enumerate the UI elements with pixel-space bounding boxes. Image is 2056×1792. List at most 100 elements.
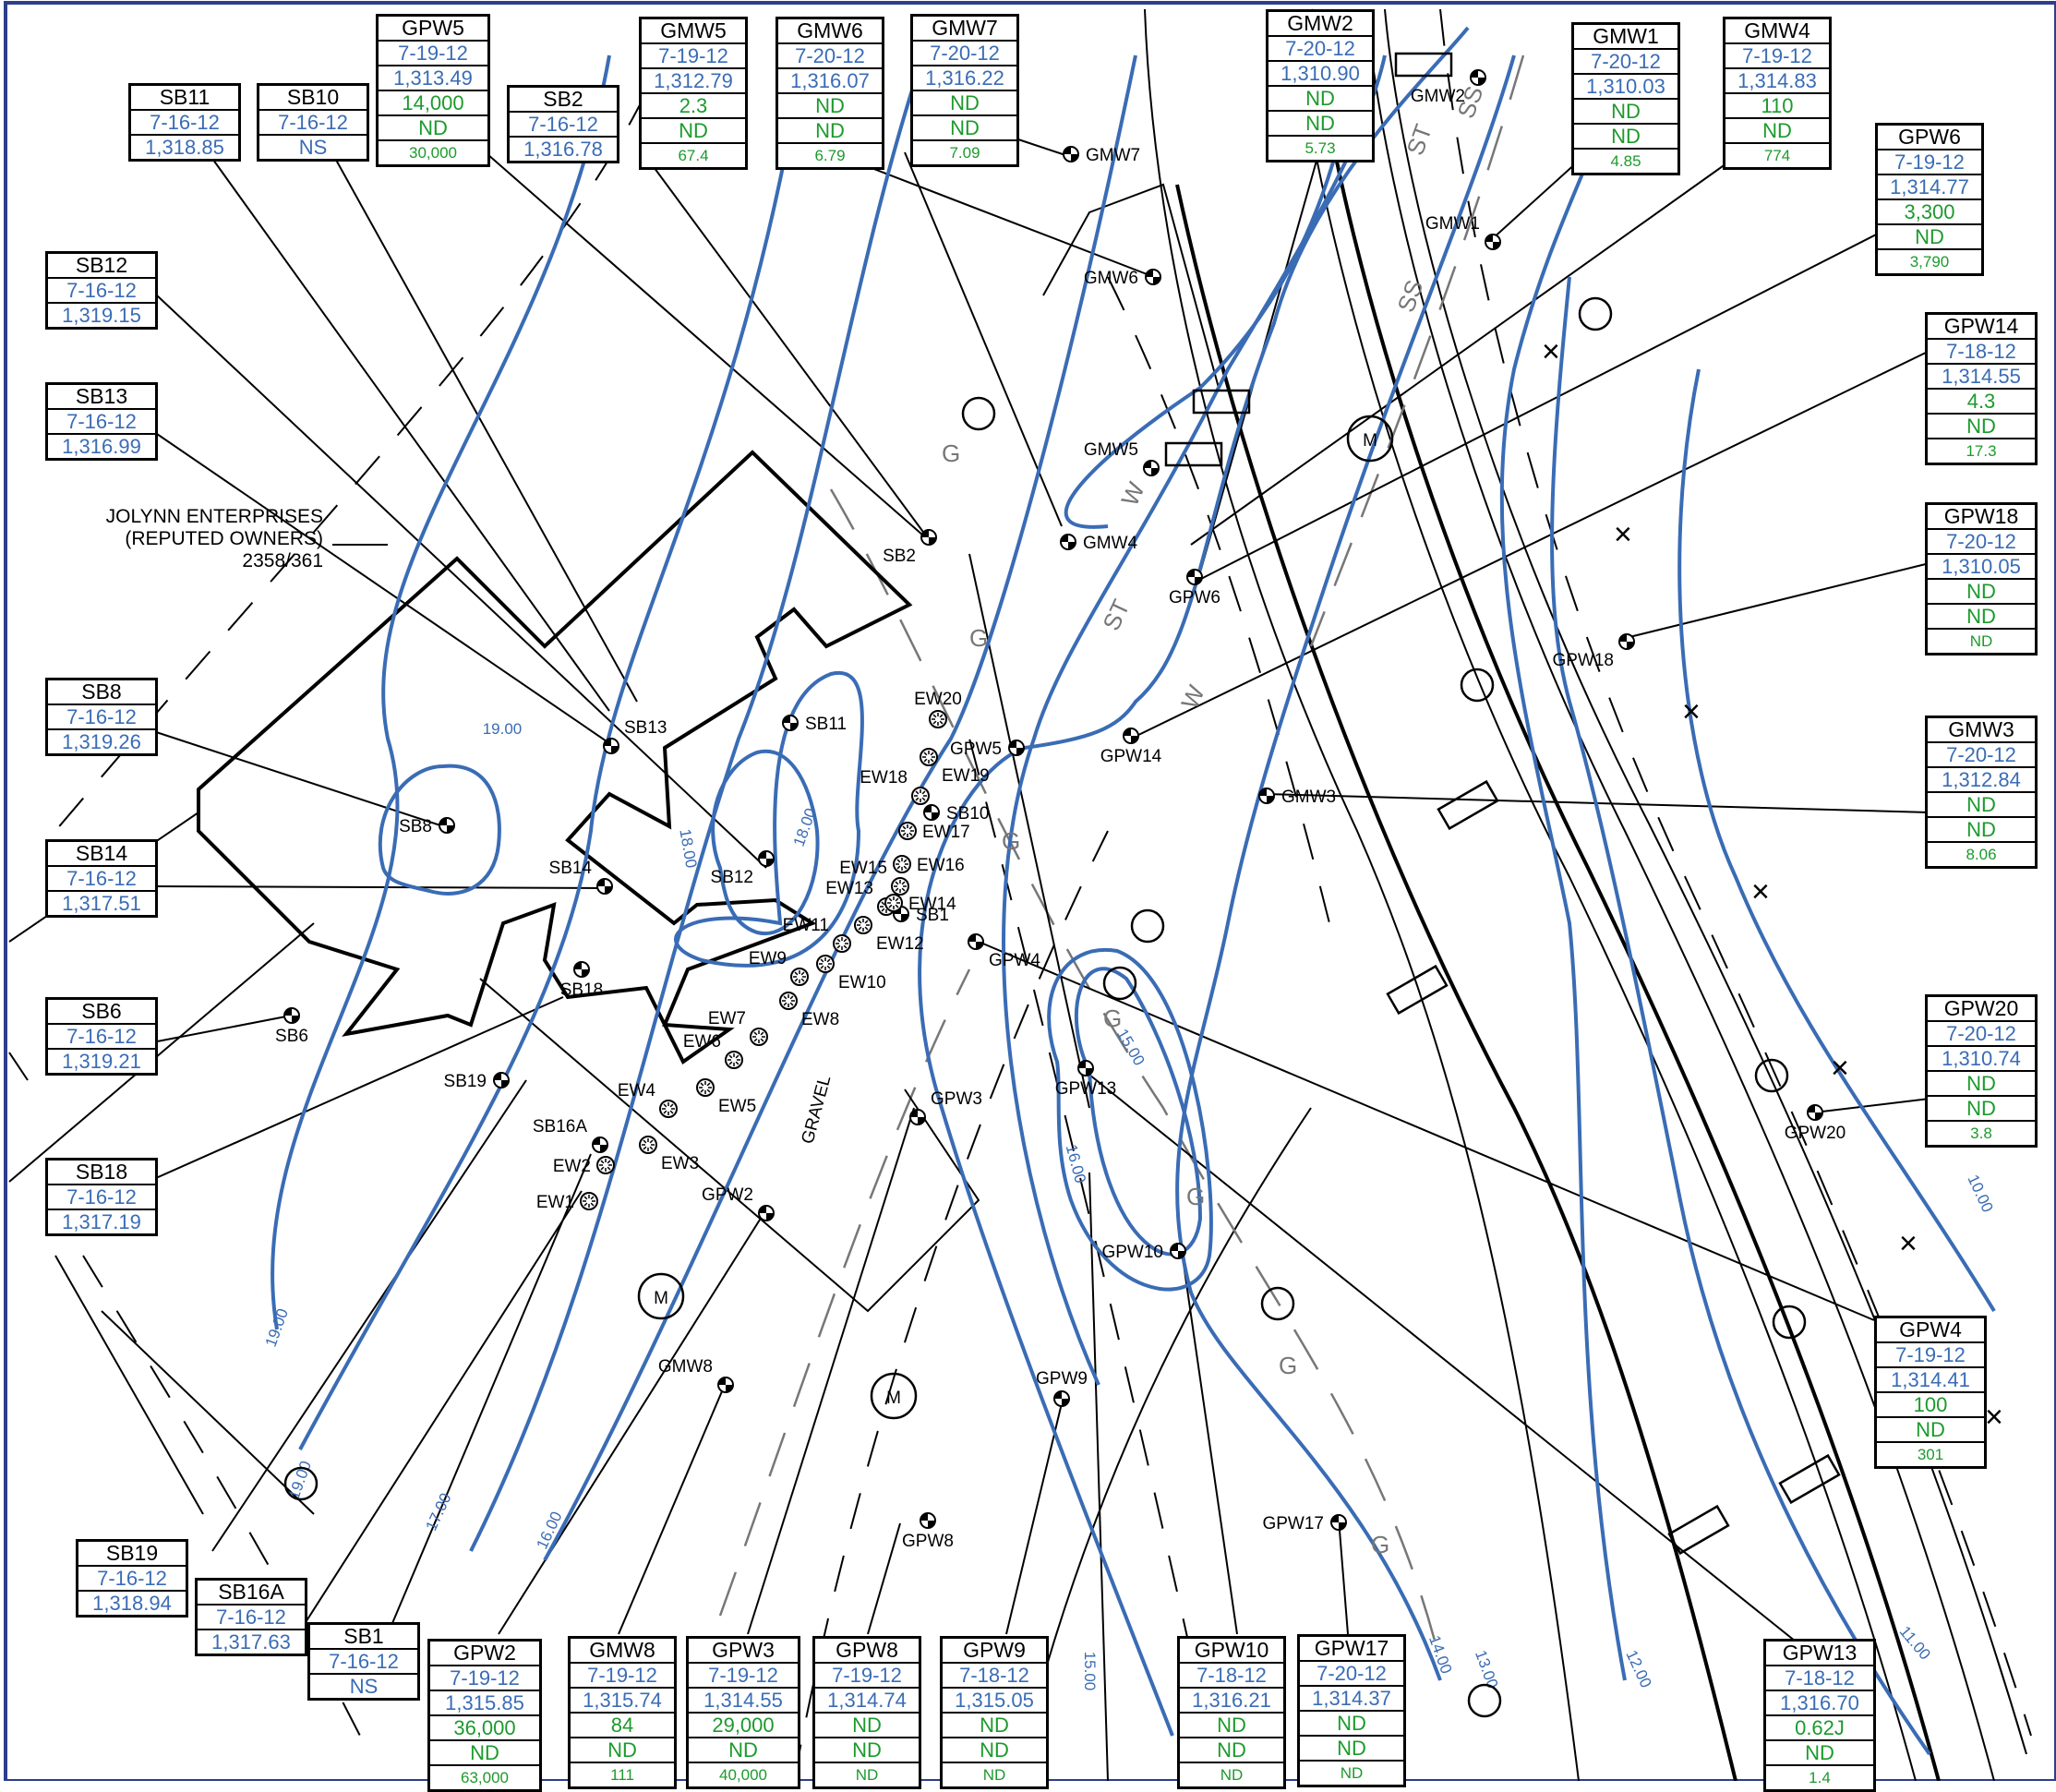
extraction-well-icon: EW16 [893,855,965,875]
label-result: 3.8 [1928,1120,2035,1145]
extraction-well-icon: EW14 [884,894,956,914]
label-well-id: SB8 [81,680,122,704]
sample-label-sb6: SB6 7-16-12 1,319.21 [45,997,158,1076]
extraction-well-label: EW20 [914,690,962,709]
fence-x-icon: × [1542,334,1560,369]
sample-label-gmw8: GMW8 7-19-12 1,315.74 84 ND 111 [568,1636,677,1789]
label-elevation: 1,319.15 [48,302,155,327]
label-elevation: 1,310.05 [1928,553,2035,578]
label-result: ND [1928,578,2035,603]
monitoring-well-icon: GPW20 [1785,1104,1846,1143]
utility-pole-icon [1467,1683,1502,1718]
well-id-label: SB13 [624,718,667,738]
contour-label: 18.00 [676,827,700,869]
label-date: 7-18-12 [1180,1662,1283,1687]
label-elevation: 1,314.55 [1928,363,2035,388]
sample-label-gpw4: GPW4 7-19-12 1,314.41 100 ND 301 [1874,1316,1987,1469]
extraction-well-label: EW13 [825,879,873,898]
extraction-well-label: EW7 [708,1009,746,1028]
well-id-label: GPW20 [1785,1124,1846,1143]
contour-label: 19.00 [483,720,523,738]
label-date: 7-19-12 [689,1662,798,1687]
label-result: ND [379,114,487,139]
label-elevation: 1,313.49 [379,65,487,90]
label-well-id: GMW1 [1593,25,1659,48]
monitoring-well-icon: GMW4 [1060,534,1138,553]
label-result: ND [430,1739,539,1764]
label-result: ND [1928,816,2035,841]
utility-pole-icon [1754,1058,1789,1093]
fence-x-marks: × × × × × × × [1542,334,2003,1435]
well-id-label: GPW17 [1262,1514,1324,1533]
extraction-well-label: EW1 [536,1193,574,1212]
sample-label-gmw7: GMW7 7-20-12 1,316.22 ND ND 7.09 [910,14,1019,167]
lot-lines [8,183,1220,1781]
label-date: 7-18-12 [943,1662,1046,1687]
extraction-well-label: EW12 [876,934,924,954]
label-result: 36,000 [430,1714,539,1739]
label-date: 7-16-12 [131,109,238,134]
label-result: 63,000 [430,1764,539,1789]
monitoring-well-icon: GPW6 [1169,569,1220,607]
utility-symbols [283,52,1841,1718]
label-date: 7-20-12 [778,42,882,67]
utility-pole-icon [1260,1286,1295,1321]
monitoring-well-icon: GPW9 [1036,1369,1088,1407]
extraction-well-icon: EW7 [708,1009,768,1046]
monitoring-well-icon: GPW2 [702,1185,775,1221]
svg-text:M: M [1363,431,1377,451]
meter-manhole-icon: M [1346,415,1394,463]
monitoring-well-icon: SB10 [923,804,989,824]
well-id-label: SB10 [946,804,989,824]
owner-deed: 2358/361 [242,550,323,571]
label-result: ND [689,1737,798,1762]
label-date: 7-18-12 [1766,1665,1873,1690]
fence-x-icon: × [1899,1226,1918,1261]
transformer-box [1164,441,1223,467]
svg-text:G: G [1186,1183,1205,1210]
label-well-id: SB12 [75,254,128,277]
label-well-id: GPW20 [1943,997,2019,1020]
label-date: 7-16-12 [48,1023,155,1048]
sample-label-gpw10: GPW10 7-18-12 1,316.21 ND ND ND [1177,1636,1286,1789]
svg-text:G: G [1103,1004,1122,1032]
label-well-id: GPW8 [836,1639,898,1662]
sample-label-gpw17: GPW17 7-20-12 1,314.37 ND ND ND [1297,1634,1406,1787]
extraction-well-label: EW15 [839,859,887,878]
label-result: 40,000 [689,1762,798,1786]
fence-x-icon: × [1682,694,1701,729]
label-date: 7-19-12 [815,1662,919,1687]
label-result: 8.06 [1928,841,2035,866]
label-result: ND [1928,791,2035,816]
label-elevation: 1,314.74 [815,1687,919,1712]
extraction-well-label: EW10 [838,973,886,992]
label-elevation: NS [259,134,367,159]
contour-label: 10.00 [1964,1172,1996,1215]
svg-text:G: G [1371,1531,1389,1558]
label-result: ND [1877,1416,1984,1441]
label-result: 301 [1877,1441,1984,1466]
sample-label-gmw6: GMW6 7-20-12 1,316.07 ND ND 6.79 [776,17,884,170]
sample-label-gmw4: GMW4 7-19-12 1,314.83 110 ND 774 [1723,17,1832,170]
label-date: 7-16-12 [48,1184,155,1209]
label-date: 7-16-12 [48,865,155,890]
label-well-id: SB2 [543,88,583,111]
label-elevation: 1,318.94 [78,1590,186,1615]
label-well-id: GPW4 [1899,1318,1962,1341]
label-elevation: 1,317.51 [48,890,155,915]
transformer-box [1386,964,1449,1016]
label-result: 84 [571,1712,674,1737]
monitoring-well-icon: GMW3 [1258,788,1336,807]
label-well-id: SB11 [159,86,210,109]
label-well-id: SB18 [75,1161,128,1184]
utility-pole-icon [1772,1305,1807,1340]
label-well-id: GPW10 [1194,1639,1269,1662]
monitoring-well-icon: GPW3 [909,1089,982,1125]
well-id-label: GPW5 [950,740,1002,759]
well-id-label: GMW4 [1083,534,1138,553]
fence-x-icon: × [1985,1400,2003,1435]
transformer-box [1437,779,1499,831]
label-result: ND [1878,223,1981,248]
monitoring-well-icon: SB16A [533,1117,608,1153]
label-result: 4.3 [1928,388,2035,413]
